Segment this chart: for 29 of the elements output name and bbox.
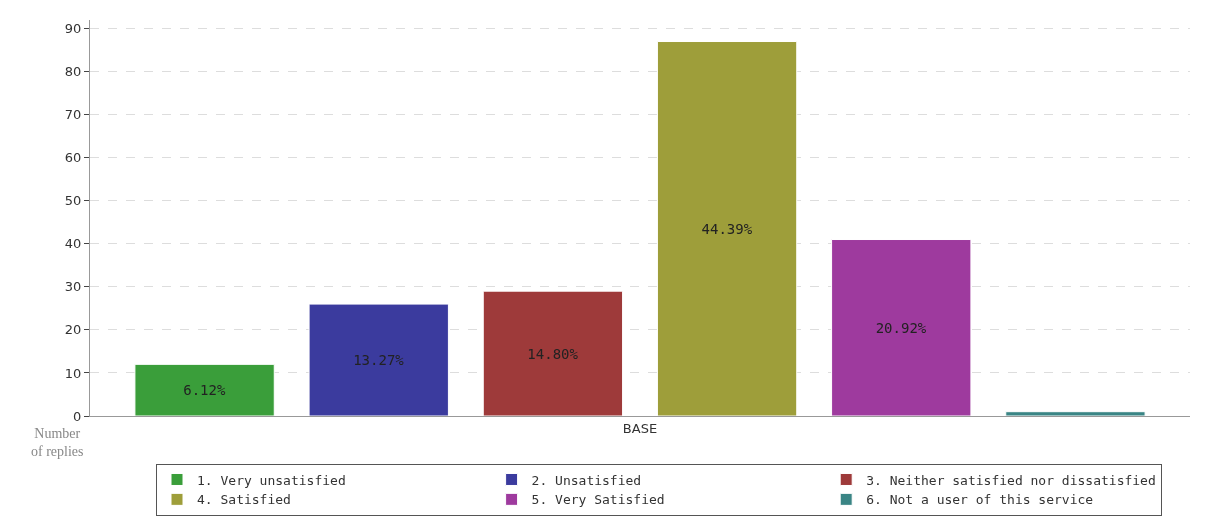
annotation: 13.27%: [353, 352, 405, 369]
y-tick-label: 30: [64, 279, 82, 295]
legend-label: 4. Satisfied: [197, 492, 291, 508]
x-tick-label: BASE: [622, 420, 658, 436]
bar: [482, 290, 624, 416]
annotation: 20.92%: [875, 319, 927, 336]
legend-label: 3. Neither satisfied nor dissatisfied: [866, 472, 1156, 488]
y-tick-label: 80: [64, 64, 82, 80]
y-axis-title: Number of replies: [31, 426, 84, 460]
y-tick-label: 50: [64, 193, 82, 209]
y-tick-label: 90: [64, 21, 82, 37]
legend-label: 5. Very Satisfied: [531, 492, 665, 508]
legend-label: 2. Unsatisfied: [531, 472, 642, 488]
y-tick-label: 10: [64, 365, 82, 381]
legend-label: 6. Not a user of this service: [866, 492, 1094, 508]
bar: [831, 239, 972, 416]
y-tick-label: 40: [64, 236, 82, 252]
bar: [134, 363, 275, 416]
annotation: 14.80%: [527, 345, 579, 362]
y-tick-label: 60: [64, 150, 82, 166]
legend-label: 1. Very unsatisfied: [197, 472, 346, 488]
bar: [308, 303, 449, 416]
y-tick-label: 20: [64, 322, 82, 338]
annotation: 44.39%: [701, 220, 753, 237]
bar: [1005, 411, 1146, 416]
annotation: 6.12%: [183, 382, 226, 399]
y-tick-label: 70: [64, 107, 82, 123]
y-tick-label: 0: [73, 408, 82, 424]
bar: [656, 41, 798, 416]
